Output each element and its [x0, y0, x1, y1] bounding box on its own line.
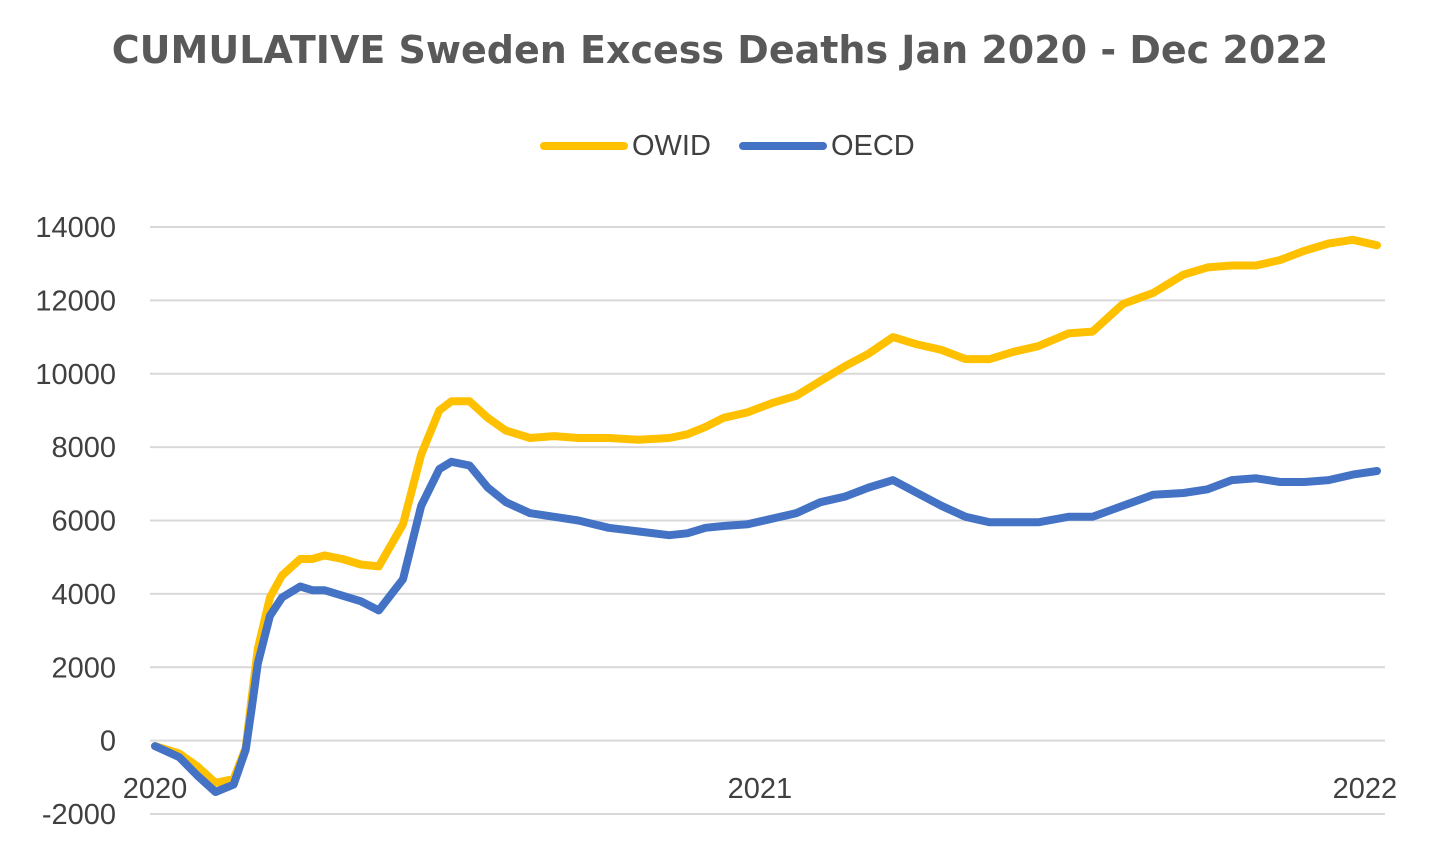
legend: OWID OECD — [540, 128, 943, 164]
legend-label-owid: OWID — [632, 129, 711, 162]
x-tick-label: 2021 — [728, 773, 793, 805]
legend-swatch-owid — [540, 142, 628, 150]
legend-item-owid: OWID — [540, 130, 711, 163]
y-tick-label: -2000 — [42, 799, 116, 831]
legend-label-oecd: OECD — [830, 129, 915, 162]
series-lines — [151, 235, 1381, 796]
y-tick-label: 10000 — [35, 359, 116, 391]
x-tick-label: 2022 — [1333, 773, 1398, 805]
y-tick-label: 6000 — [51, 506, 116, 538]
y-tick-label: 12000 — [35, 285, 116, 317]
y-tick-label: 0 — [100, 726, 116, 758]
y-tick-label: 2000 — [51, 652, 116, 684]
y-tick-label: 8000 — [51, 432, 116, 464]
legend-item-oecd: OECD — [738, 129, 915, 163]
chart-title: CUMULATIVE Sweden Excess Deaths Jan 2020… — [111, 28, 1329, 72]
x-tick-label: 2020 — [123, 773, 188, 805]
gridlines — [150, 226, 1385, 815]
y-tick-label: 4000 — [51, 579, 116, 611]
y-tick-label: 14000 — [35, 212, 116, 244]
x-axis-tick-labels: 2020 2021 2022 — [123, 773, 1397, 805]
series-line-owid — [151, 235, 1381, 787]
y-axis-tick-labels: 14000 12000 10000 8000 6000 4000 2000 0 -2000 — [35, 212, 116, 831]
series-line-oecd — [151, 457, 1381, 796]
legend-swatch-oecd — [738, 142, 827, 150]
